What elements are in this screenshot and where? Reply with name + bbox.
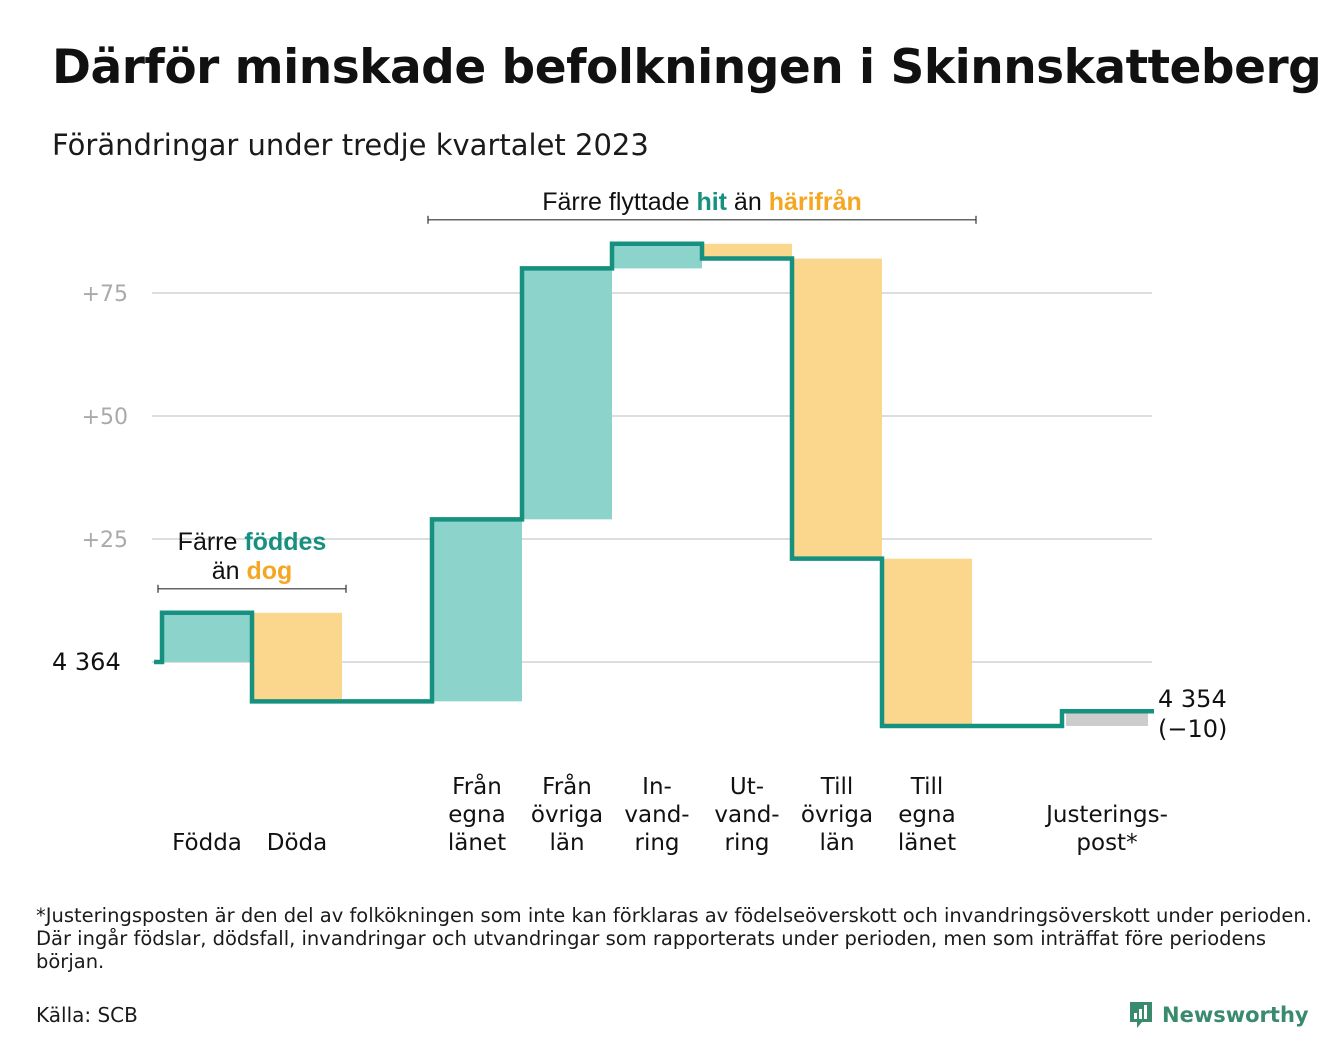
- x-axis-label: övriga: [801, 802, 873, 828]
- bar-positive: [432, 519, 522, 702]
- x-axis-label: vand-: [624, 802, 689, 828]
- x-axis-label: Justerings-: [1044, 802, 1168, 828]
- annotation-plain-text: Färre flyttade: [542, 188, 696, 216]
- x-axis-label: egna: [898, 802, 955, 828]
- chart-title: Därför minskade befolkningen i Skinnskat…: [52, 40, 1322, 95]
- bar-negative: [792, 258, 882, 559]
- footnote: *Justeringsposten är den del av folkökni…: [36, 904, 1312, 973]
- bar-positive: [612, 243, 702, 269]
- x-axis-label: post*: [1076, 830, 1137, 856]
- y-tick-label: +75: [82, 282, 128, 307]
- x-axis-label: länet: [448, 830, 506, 856]
- annotation-plain-text: än: [212, 557, 247, 585]
- bar-negative: [252, 612, 342, 702]
- annotation-plain-text: Färre: [178, 528, 245, 556]
- x-axis-label: länet: [898, 830, 956, 856]
- x-axis-label: Till: [820, 774, 854, 800]
- cumulative-line-path: [154, 241, 1154, 729]
- x-axis-label: län: [819, 830, 854, 856]
- start-value-label: 4 364: [52, 648, 121, 676]
- annotation-teal-text: hit: [696, 188, 727, 216]
- x-axis-label: Från: [452, 772, 502, 800]
- annotation-text: än dog: [212, 557, 293, 585]
- x-axis-label: Till: [910, 774, 944, 800]
- end-change-label: (−10): [1158, 715, 1227, 743]
- bar-positive: [522, 268, 612, 520]
- y-tick-label: +50: [82, 405, 128, 430]
- annotation-teal-text: föddes: [244, 528, 326, 556]
- x-axis-label: län: [549, 830, 584, 856]
- newsworthy-logo: Newsworthy: [1128, 998, 1309, 1032]
- chart-subtitle: Förändringar under tredje kvartalet 2023: [52, 128, 649, 162]
- annotation-orange-text: dog: [246, 557, 292, 585]
- cumulative-line: [154, 241, 1154, 729]
- bar-negative: [702, 243, 792, 259]
- bar-positive: [162, 612, 252, 662]
- x-axis-label: Födda: [172, 830, 242, 856]
- y-tick-label: +25: [82, 528, 128, 553]
- annotation-text: Färre flyttade hit än härifrån: [542, 188, 862, 216]
- source-note: Källa: SCB: [36, 1003, 138, 1027]
- x-axis-label: Döda: [267, 830, 327, 856]
- x-axis-label: In-: [642, 774, 672, 800]
- annotation-plain-text: än: [727, 188, 769, 216]
- x-axis-label: ring: [724, 830, 769, 856]
- x-axis-label: Från: [542, 772, 592, 800]
- x-axis-label: Ut-: [730, 774, 764, 800]
- bar-adjustment: [1066, 711, 1148, 726]
- x-axis-label: övriga: [531, 802, 603, 828]
- newsworthy-chart-icon: [1130, 1002, 1152, 1028]
- x-axis-label: vand-: [714, 802, 779, 828]
- annotation-orange-text: härifrån: [769, 188, 862, 216]
- bars: [162, 243, 1148, 726]
- brand-name: Newsworthy: [1162, 1003, 1309, 1027]
- end-value-label: 4 354: [1158, 685, 1227, 713]
- grid-lines: [152, 292, 1152, 663]
- bar-negative: [882, 558, 972, 726]
- x-axis-label: ring: [634, 830, 679, 856]
- x-axis-label: egna: [448, 802, 505, 828]
- annotation-text: Färre föddes: [178, 528, 327, 556]
